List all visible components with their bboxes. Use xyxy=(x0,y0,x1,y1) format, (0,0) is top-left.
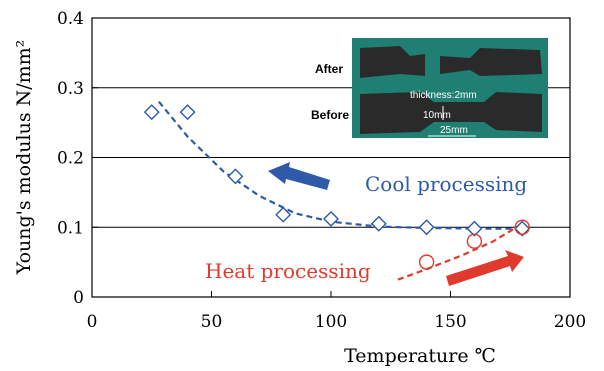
point-series-0-4 xyxy=(323,210,339,227)
x-tick-label-4: 200 xyxy=(554,312,586,332)
point-series-0-0 xyxy=(143,104,160,121)
y-axis-label: Young's modulus N/mm² xyxy=(13,40,35,276)
point-series-0-8 xyxy=(514,220,531,237)
cool-processing-label: Cool processing xyxy=(365,172,527,196)
x-tick-label-3: 150 xyxy=(434,312,466,332)
y-tick-label-1: 0.1 xyxy=(57,218,84,238)
x-tick-label-0: 0 xyxy=(87,312,98,332)
y-tick-label-4: 0.4 xyxy=(57,9,84,29)
point-series-0-6 xyxy=(418,219,435,236)
x-tick-label-2: 100 xyxy=(315,312,347,332)
specimen-before xyxy=(360,92,542,134)
point-series-1-1 xyxy=(466,233,483,249)
before-label: Before xyxy=(311,108,349,122)
point-series-1-0 xyxy=(418,254,435,270)
trend-lines xyxy=(158,101,523,281)
after-label: After xyxy=(315,62,343,76)
trend-line-series-0 xyxy=(158,101,523,230)
data-points xyxy=(143,104,531,270)
tick-labels: 0 50 100 150 200 0 0.1 0.2 0.3 0.4 xyxy=(57,9,586,332)
y-tick-label-2: 0.2 xyxy=(57,149,84,169)
trend-line-series-1 xyxy=(397,222,523,281)
specimen-photo-inset: thickness:2mm 10mm 25mm xyxy=(352,38,548,138)
thickness-label: thickness:2mm xyxy=(410,90,477,101)
y-tick-label-3: 0.3 xyxy=(57,79,84,99)
y-tick-label-0: 0 xyxy=(73,288,84,308)
specimen-after-left xyxy=(360,46,425,78)
point-series-0-2 xyxy=(227,168,244,185)
heat-processing-label: Heat processing xyxy=(205,259,371,283)
point-series-0-1 xyxy=(179,104,196,121)
x-tick-label-1: 50 xyxy=(201,312,223,332)
point-series-0-5 xyxy=(370,215,387,232)
specimen-after-right xyxy=(440,48,542,76)
x-axis-label: Temperature ℃ xyxy=(344,345,496,367)
heat-arrow xyxy=(446,250,524,286)
width-label: 10mm xyxy=(423,110,451,121)
point-series-0-7 xyxy=(466,220,483,237)
cool-arrow xyxy=(268,162,330,190)
length-label: 25mm xyxy=(440,125,468,136)
point-series-1-2 xyxy=(514,219,530,235)
point-series-0-3 xyxy=(275,206,292,223)
